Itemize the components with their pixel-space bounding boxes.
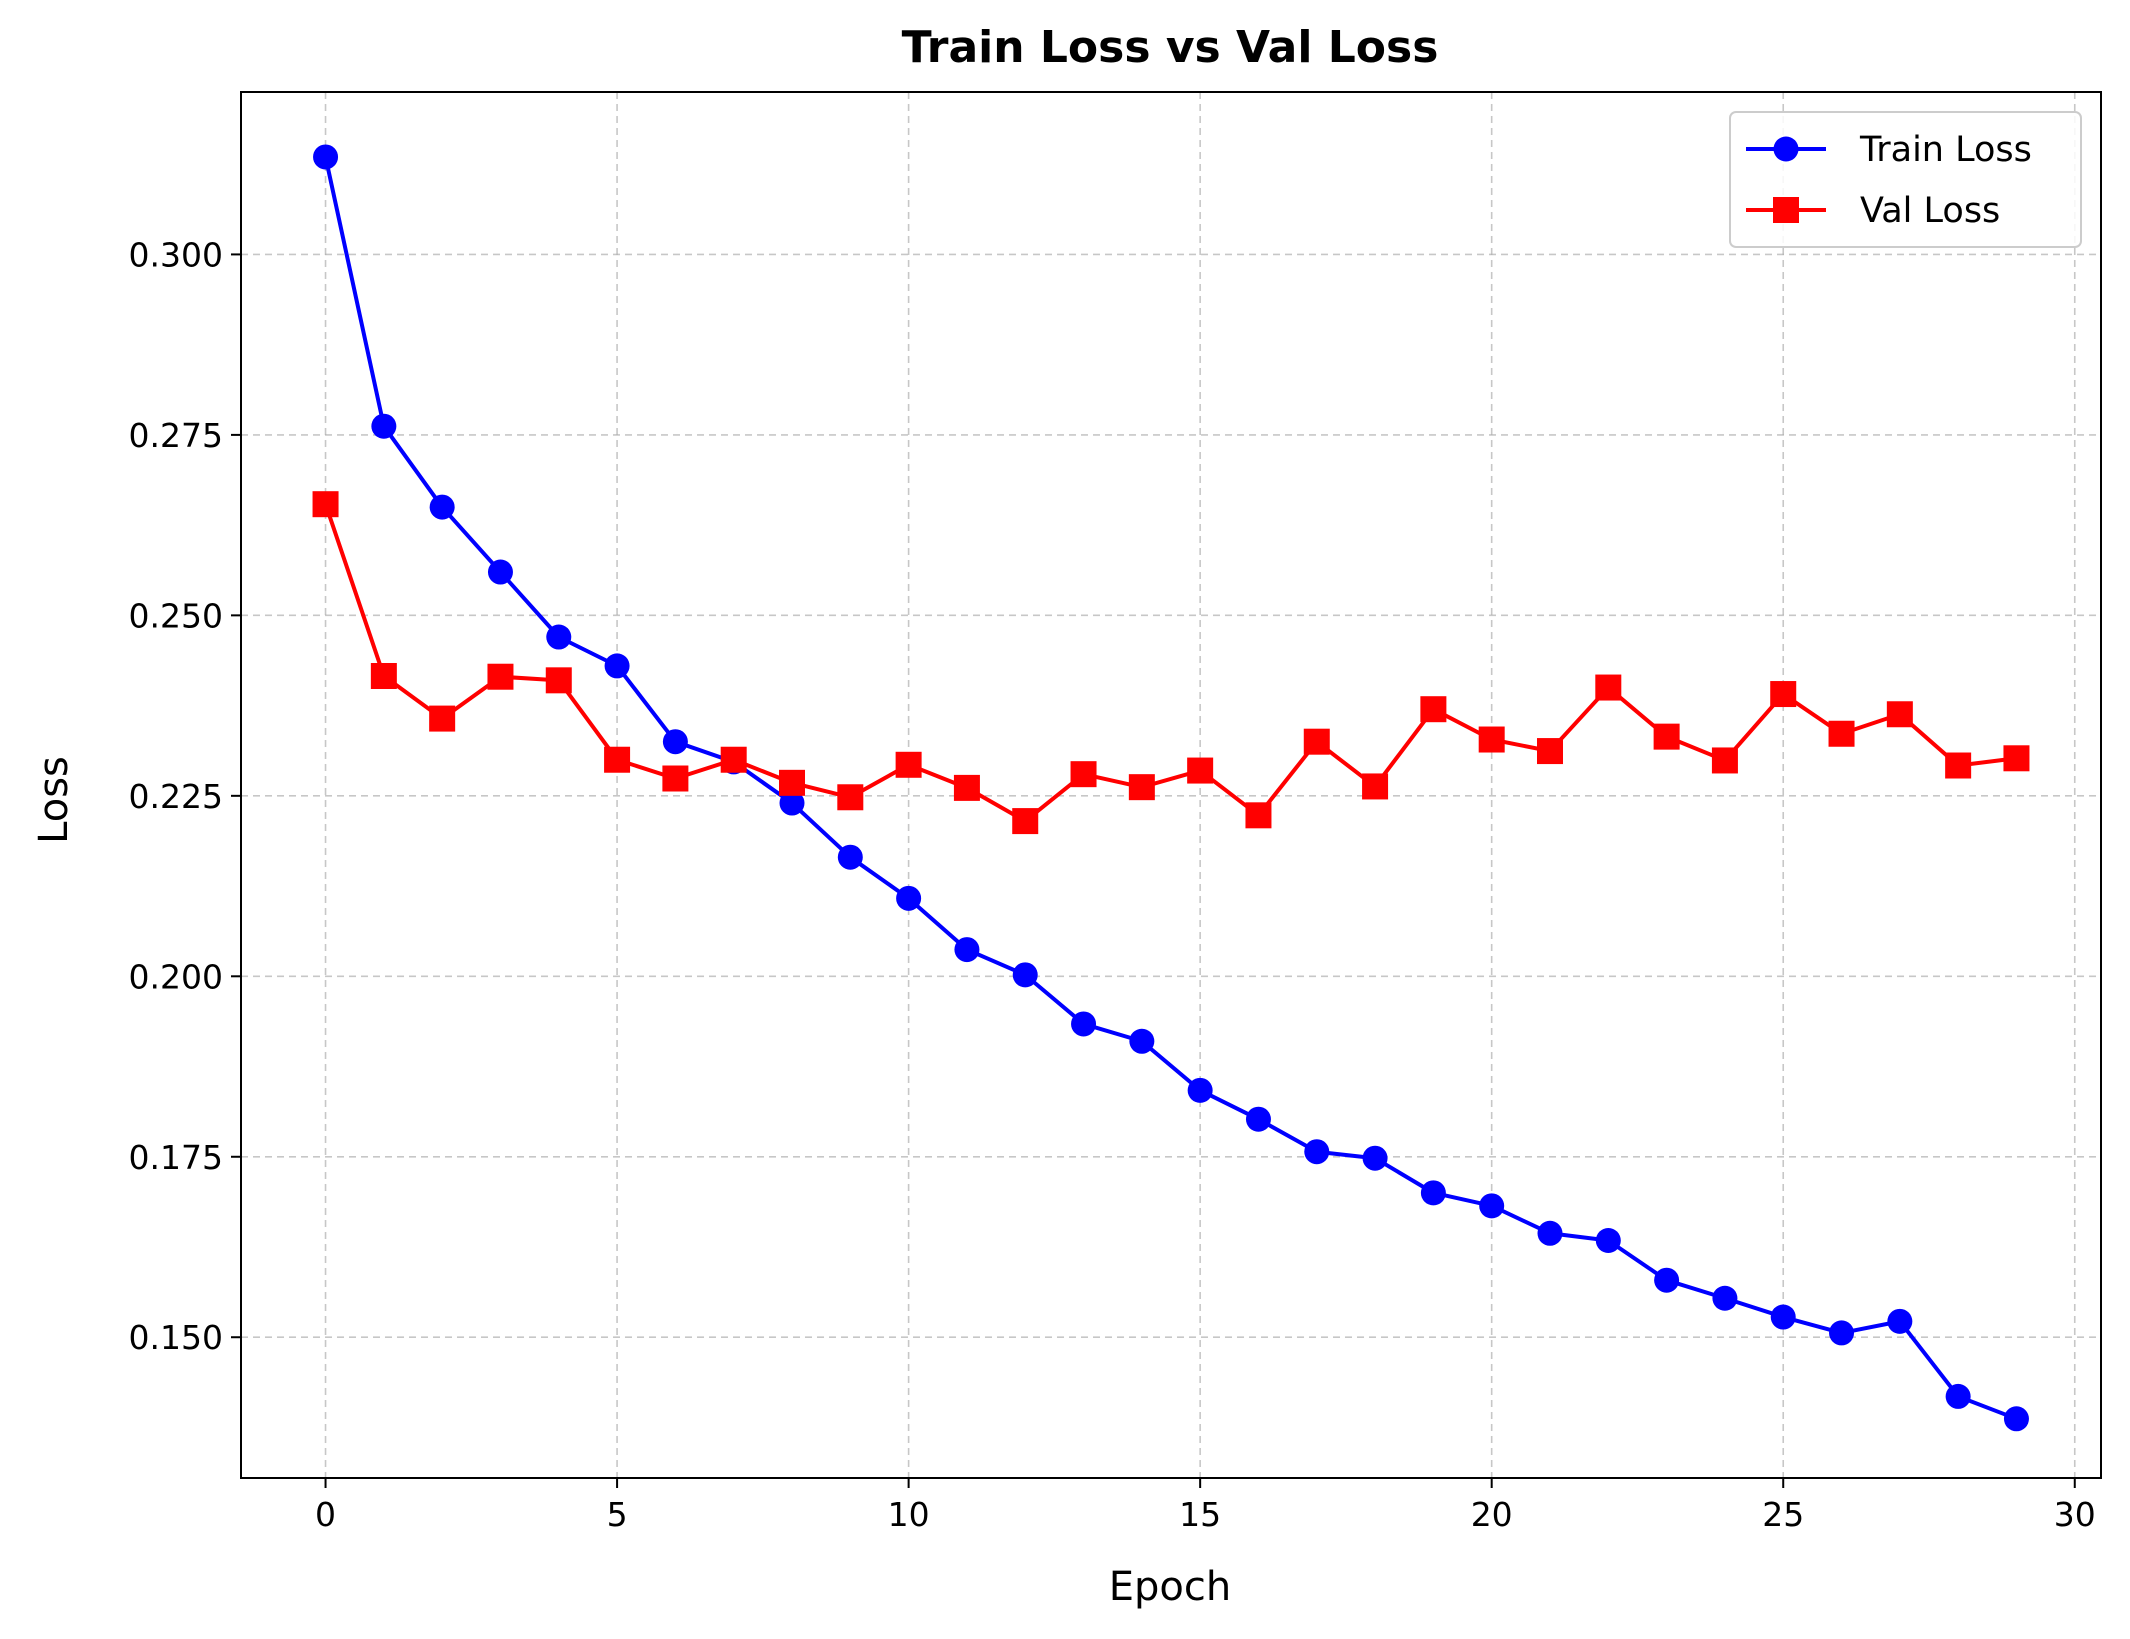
val-loss-point xyxy=(953,774,980,801)
y-tick-label: 0.300 xyxy=(129,235,223,274)
val-loss-point xyxy=(2003,745,2030,772)
val-loss-point xyxy=(1012,808,1039,835)
val-loss-point xyxy=(1770,681,1797,708)
val-loss-point xyxy=(1245,802,1272,829)
train-loss-point xyxy=(1945,1383,1971,1409)
val-loss-point xyxy=(1828,720,1855,747)
val-loss-point xyxy=(1886,701,1913,728)
train-loss-point xyxy=(1595,1228,1621,1254)
train-loss-point xyxy=(954,937,980,963)
train-loss-point xyxy=(1887,1308,1913,1334)
train-loss-point xyxy=(1187,1077,1213,1103)
val-loss-point xyxy=(1653,723,1680,750)
legend-label-val-loss: Val Loss xyxy=(1860,191,2000,231)
train-loss-point xyxy=(1770,1304,1796,1330)
legend-marker-val-loss xyxy=(1773,197,1799,223)
val-loss-point xyxy=(837,784,864,811)
train-loss-point xyxy=(604,653,630,679)
train-loss-point xyxy=(1712,1285,1738,1311)
train-loss-point xyxy=(1362,1145,1388,1171)
x-tick-label: 25 xyxy=(1762,1495,1804,1534)
x-tick-label: 15 xyxy=(1179,1495,1221,1534)
x-axis-label: Epoch xyxy=(1109,1564,1231,1610)
val-loss-point xyxy=(604,746,631,773)
train-loss-point xyxy=(1829,1320,1855,1346)
train-loss-point xyxy=(2003,1406,2029,1432)
val-loss-point xyxy=(1595,674,1622,701)
val-loss-point xyxy=(1303,728,1330,755)
val-loss-point xyxy=(312,491,339,518)
legend-marker-train-loss xyxy=(1773,136,1799,162)
chart-title: Train Loss vs Val Loss xyxy=(902,22,1439,73)
val-loss-point xyxy=(1187,757,1214,784)
x-tick-label: 20 xyxy=(1471,1495,1513,1534)
val-loss-point xyxy=(1128,774,1155,801)
y-tick-label: 0.250 xyxy=(129,596,223,635)
val-loss-point xyxy=(779,769,806,796)
y-tick-label: 0.225 xyxy=(129,777,223,816)
val-loss-point xyxy=(662,765,689,792)
train-loss-point xyxy=(1245,1106,1271,1132)
val-loss-point xyxy=(895,751,922,778)
val-loss-point xyxy=(370,662,397,689)
train-loss-point xyxy=(779,790,805,816)
val-loss-point xyxy=(720,746,747,773)
x-tick-label: 10 xyxy=(888,1495,930,1534)
val-loss-point xyxy=(1070,761,1097,788)
series-val-loss xyxy=(312,491,2030,835)
plot-area xyxy=(312,144,2030,1432)
legend-box xyxy=(1729,111,2082,248)
train-loss-point xyxy=(1420,1180,1446,1206)
train-loss-point xyxy=(1012,962,1038,988)
val-loss-point xyxy=(1711,747,1738,774)
val-loss-point xyxy=(1536,738,1563,765)
train-loss-point xyxy=(1129,1028,1155,1054)
val-loss-point xyxy=(1420,696,1447,723)
legend-label-train-loss: Train Loss xyxy=(1859,130,2032,170)
y-tick-label: 0.200 xyxy=(129,957,223,996)
train-loss-point xyxy=(896,885,922,911)
series-train-loss xyxy=(313,144,2029,1432)
train-loss-point xyxy=(1304,1139,1330,1165)
axes-frame xyxy=(240,91,2102,1479)
train-loss-point xyxy=(546,624,572,650)
legend: Train Loss Val Loss xyxy=(1729,111,2082,248)
train-loss-point xyxy=(1537,1220,1563,1246)
train-loss-point xyxy=(371,413,397,439)
y-tick-label: 0.175 xyxy=(129,1138,223,1177)
val-loss-point xyxy=(1478,726,1505,753)
val-loss-point xyxy=(1945,752,1972,779)
train-loss-point xyxy=(837,844,863,870)
train-loss-point xyxy=(429,494,455,520)
x-tick-label: 0 xyxy=(315,1495,336,1534)
train-loss-point xyxy=(1479,1193,1505,1219)
grid-lines xyxy=(241,92,2101,1478)
train-loss-point xyxy=(1071,1011,1097,1037)
val-loss-point xyxy=(429,705,456,732)
y-axis-label: Loss xyxy=(31,756,77,844)
train-loss-point xyxy=(487,559,513,585)
val-loss-point xyxy=(545,667,572,694)
train-loss-point xyxy=(1654,1267,1680,1293)
x-tick-label: 5 xyxy=(607,1495,628,1534)
y-tick-label: 0.275 xyxy=(129,416,223,455)
train-loss-point xyxy=(662,729,688,755)
val-loss-point xyxy=(487,663,514,690)
axes: 0 5 10 15 20 25 30 0.150 0.175 0.200 0.225 0.250 0.2… xyxy=(129,91,2102,1534)
val-loss-point xyxy=(1362,773,1389,800)
train-loss-point xyxy=(313,144,339,170)
y-tick-label: 0.150 xyxy=(129,1318,223,1357)
x-tick-label: 30 xyxy=(2054,1495,2096,1534)
